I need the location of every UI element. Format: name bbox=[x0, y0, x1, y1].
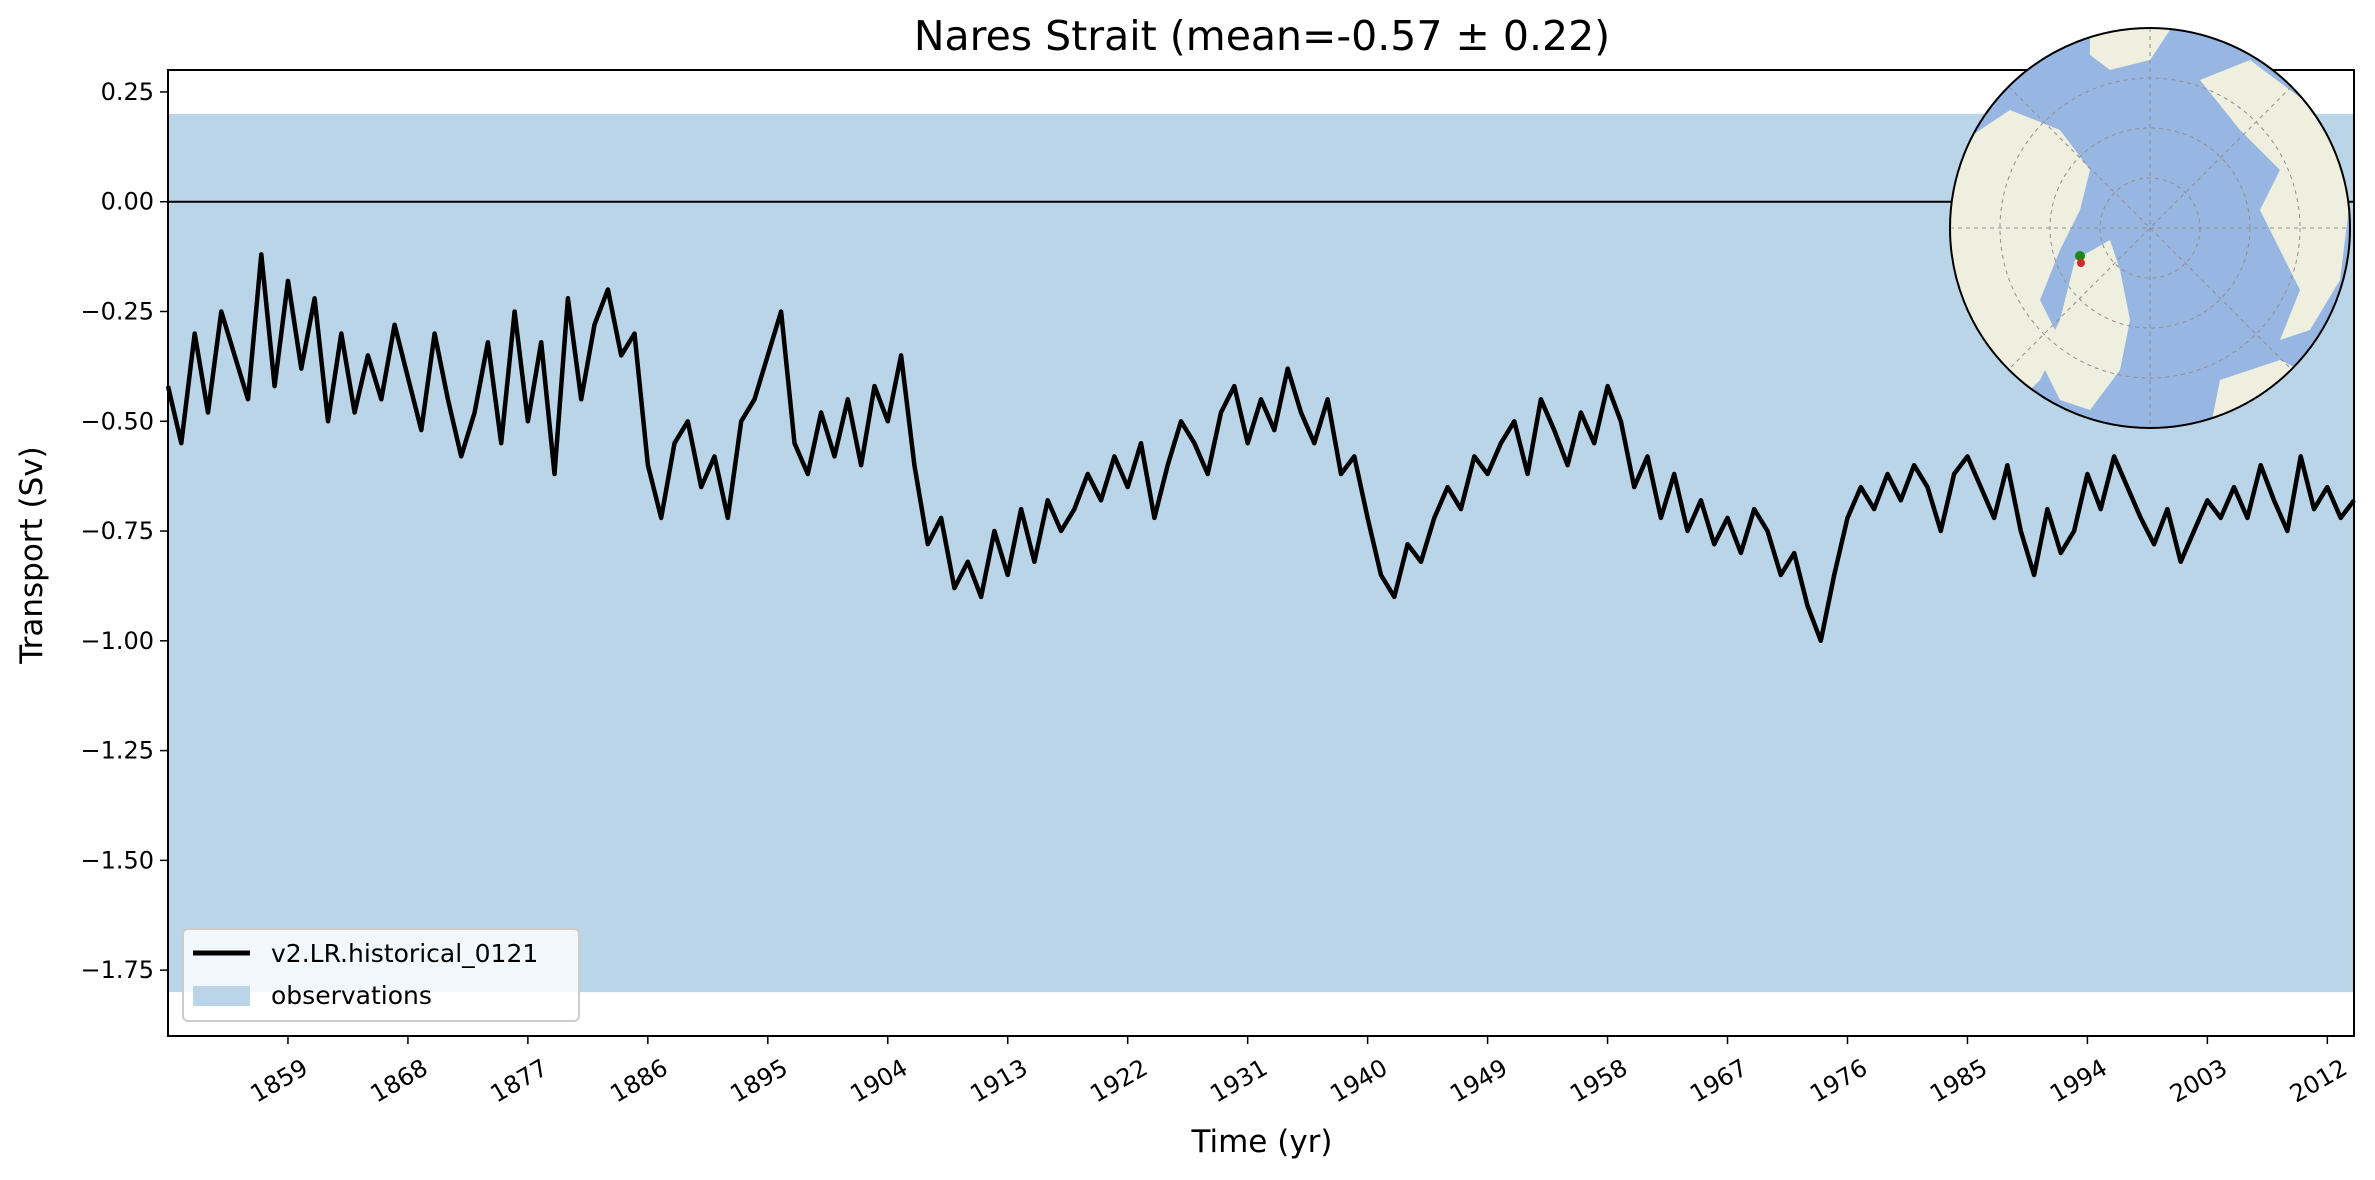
y-tick-label: −0.25 bbox=[80, 298, 154, 326]
arctic-map-inset bbox=[1949, 27, 2351, 429]
plot-frame bbox=[167, 69, 2355, 1037]
x-axis-label: Time (yr) bbox=[1191, 1124, 1333, 1160]
y-tick-label: −0.75 bbox=[80, 517, 154, 545]
y-tick-label: −1.50 bbox=[80, 846, 154, 874]
map-land-north-asia bbox=[2090, 28, 2170, 70]
map-land-greenland bbox=[2040, 240, 2130, 410]
y-tick-label: 0.00 bbox=[101, 188, 154, 216]
y-axis-label: Transport (Sv) bbox=[14, 446, 50, 665]
y-tick-label: 0.25 bbox=[101, 78, 154, 106]
y-tick-label: −1.25 bbox=[80, 737, 154, 765]
map-marker-red bbox=[2077, 259, 2085, 267]
map-meridian-diagonal-1 bbox=[2008, 86, 2292, 370]
map-meridian-diagonal-2 bbox=[2008, 86, 2292, 370]
y-tick-label: −1.00 bbox=[80, 627, 154, 655]
series-line-historical bbox=[165, 252, 2356, 644]
map-border bbox=[1949, 27, 2351, 429]
chart-title: Nares Strait (mean=-0.57 ± 0.22) bbox=[914, 12, 1610, 60]
y-axis-ticks: 0.25 0.00 −0.25 −0.50 −0.75 −1.00 −1.25 −1.50 −1… bbox=[80, 78, 168, 984]
legend: v2.LR.historical_0121 observations bbox=[182, 928, 580, 1022]
map-land-eurasia bbox=[2200, 60, 2350, 340]
map-marker-green bbox=[2075, 251, 2085, 261]
legend-box bbox=[182, 928, 580, 1022]
y-tick-label: −0.50 bbox=[80, 407, 154, 435]
legend-band-label: observations bbox=[271, 981, 432, 1010]
y-tick-label: −1.75 bbox=[80, 956, 154, 984]
legend-series-label: v2.LR.historical_0121 bbox=[271, 939, 538, 968]
legend-band-swatch bbox=[193, 986, 250, 1006]
